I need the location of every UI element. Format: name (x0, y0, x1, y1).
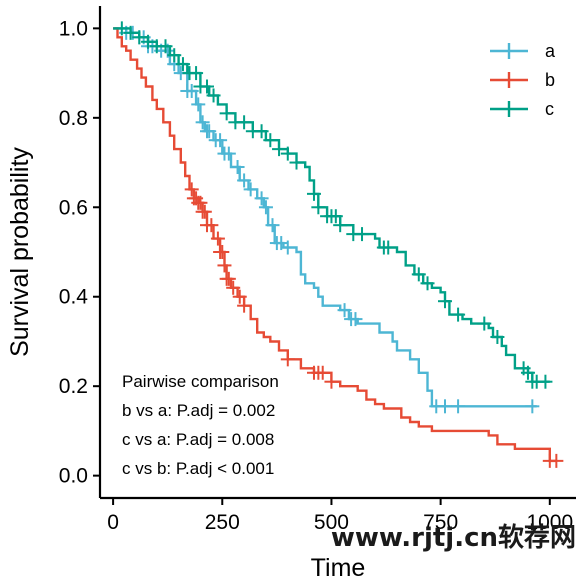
censor-mark-c (199, 79, 214, 94)
series-line-a (113, 27, 537, 408)
x-tick-label: 250 (205, 511, 240, 534)
censor-mark-c (167, 48, 182, 63)
annotation-c-vs-a: c vs a: P.adj = 0.008 (122, 430, 274, 449)
censor-mark-c (289, 155, 304, 170)
legend-item-c: c (490, 99, 554, 119)
censor-mark-b (226, 280, 241, 295)
censor-mark-b (184, 182, 199, 197)
censor-mark-a (525, 399, 540, 414)
x-tick-label: 1000 (526, 511, 573, 534)
censor-mark-a (254, 191, 269, 206)
watermark-text: www.rjtj.cn软荐网 (331, 523, 576, 553)
censor-mark-b (324, 374, 339, 389)
x-tick-label: 0 (107, 511, 119, 534)
censor-mark-b (197, 204, 212, 219)
series-line-b (113, 27, 557, 463)
x-tick-label: 750 (423, 511, 458, 534)
censor-mark-c (272, 142, 287, 157)
censor-mark-c (254, 124, 269, 139)
pairwise-annotation: Pairwise comparison b vs a: P.adj = 0.00… (122, 372, 279, 478)
series-b (113, 27, 564, 468)
censor-mark-b (232, 289, 247, 304)
censor-mark-a (191, 97, 206, 112)
x-axis-title: Time (311, 554, 366, 582)
annotation-b-vs-a: b vs a: P.adj = 0.002 (122, 401, 275, 420)
censor-mark-a (451, 399, 466, 414)
series-layer (113, 21, 564, 468)
censor-mark-c (280, 146, 295, 161)
censor-mark-c (189, 66, 204, 81)
censor-mark-c (328, 209, 343, 224)
censor-mark-c (158, 39, 173, 54)
censor-mark-c (237, 115, 252, 130)
censor-mark-b (237, 298, 252, 313)
censor-mark-c (311, 200, 326, 215)
series-c (113, 21, 553, 389)
censor-mark-c (206, 88, 221, 103)
censor-mark-a (213, 133, 228, 148)
x-ticks: 0 250 500 750 1000 (107, 498, 573, 534)
legend-item-b: b (490, 70, 555, 90)
y-tick-label: 0.6 (59, 196, 88, 219)
censor-mark-a (237, 173, 252, 188)
censor-mark-c (477, 316, 492, 331)
y-tick-label: 0.8 (59, 107, 88, 130)
censor-mark-c (132, 30, 147, 45)
censor-mark-c (219, 106, 234, 121)
x-tick-label: 500 (314, 511, 349, 534)
censor-mark-a (184, 83, 199, 98)
legend-item-a: a (490, 41, 556, 61)
y-tick-label: 0.0 (59, 465, 88, 488)
legend-label: c (545, 99, 554, 119)
censor-mark-b (204, 218, 219, 233)
y-axis-title: Survival probability (6, 147, 34, 357)
censor-mark-c (306, 186, 321, 201)
censor-mark-a (437, 399, 452, 414)
censor-mark-b (217, 258, 232, 273)
censor-mark-c (411, 267, 426, 282)
censor-mark-a (280, 240, 295, 255)
y-tick-label: 0.4 (59, 286, 89, 309)
legend-label: b (545, 70, 555, 90)
censor-mark-c (333, 218, 348, 233)
censor-mark-c (520, 365, 535, 380)
censor-mark-a (243, 182, 258, 197)
censor-mark-a (230, 160, 245, 175)
censor-mark-c (123, 25, 138, 40)
censor-mark-a (348, 312, 363, 327)
y-ticks: 0.0 0.2 0.4 0.6 0.8 1.0 (59, 17, 100, 488)
legend: abc (490, 41, 556, 119)
censor-mark-c (175, 57, 190, 72)
y-tick-label: 0.2 (59, 375, 88, 398)
censor-mark-b (315, 365, 330, 380)
censor-mark-a (195, 115, 210, 130)
legend-label: a (545, 41, 556, 61)
censor-mark-c (114, 21, 129, 36)
censor-mark-a (258, 200, 273, 215)
censor-mark-c (538, 374, 553, 389)
censor-mark-c (420, 276, 435, 291)
censor-mark-b (280, 352, 295, 367)
censor-mark-c (451, 307, 466, 322)
censor-mark-b (549, 453, 564, 468)
censor-mark-a (265, 218, 280, 233)
censor-mark-b (215, 245, 230, 259)
censor-mark-c (141, 34, 156, 49)
censor-mark-c (355, 227, 370, 242)
censor-mark-c (263, 133, 278, 148)
censor-mark-c (381, 240, 396, 255)
annotation-c-vs-b: c vs b: P.adj < 0.001 (122, 459, 274, 478)
y-tick-label: 1.0 (59, 17, 88, 40)
censor-mark-b (221, 271, 236, 286)
censor-mark-c (490, 329, 505, 344)
censor-mark-c (437, 294, 452, 309)
censor-mark-a (337, 303, 352, 318)
censor-mark-a (202, 124, 217, 139)
censor-mark-b (210, 231, 225, 246)
censor-mark-b (193, 195, 208, 210)
censor-mark-a (221, 146, 236, 161)
annotation-title: Pairwise comparison (122, 372, 279, 391)
